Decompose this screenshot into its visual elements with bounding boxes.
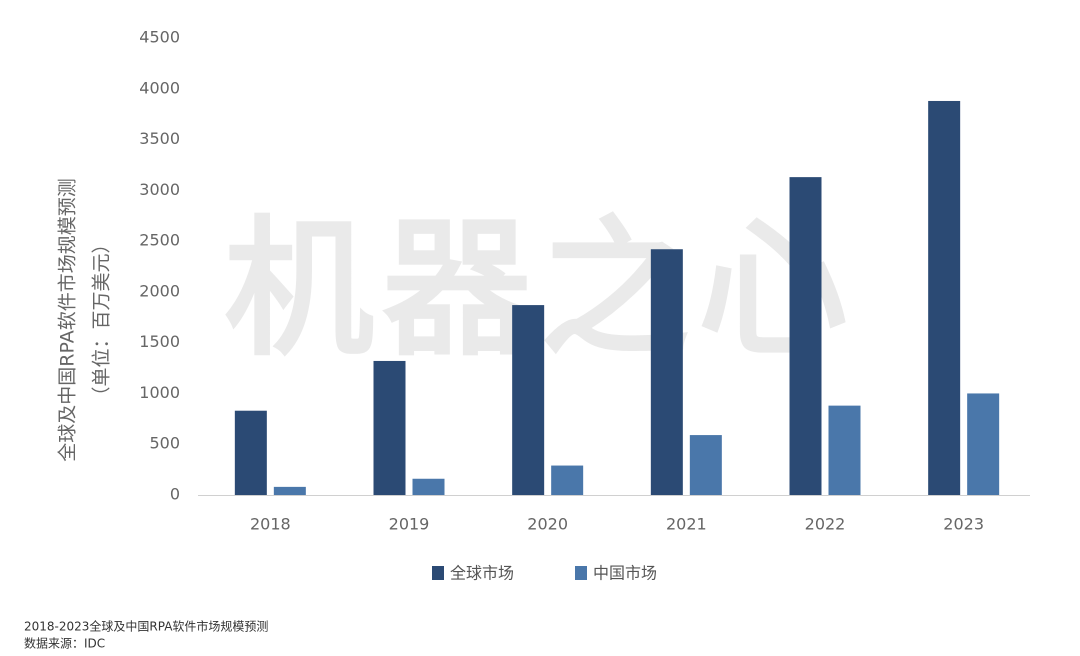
y-tick-label: 4500 bbox=[139, 28, 180, 47]
y-tick-label: 3500 bbox=[139, 129, 180, 148]
x-tick-label: 2020 bbox=[527, 515, 568, 534]
y-tick-label: 4000 bbox=[139, 78, 180, 97]
y-tick-label: 1500 bbox=[139, 332, 180, 351]
x-tick-label: 2022 bbox=[805, 515, 846, 534]
y-tick-label: 1000 bbox=[139, 383, 180, 402]
caption: 2018-2023全球及中国RPA软件市场规模预测 bbox=[24, 619, 268, 634]
bar bbox=[234, 410, 267, 495]
x-tick-label: 2018 bbox=[250, 515, 291, 534]
bar bbox=[789, 177, 822, 495]
source: 数据来源：IDC bbox=[24, 636, 105, 651]
bar bbox=[273, 486, 306, 495]
bar bbox=[828, 405, 861, 495]
bar bbox=[967, 393, 1000, 495]
x-tick-label: 2021 bbox=[666, 515, 707, 534]
y-tick-label: 0 bbox=[170, 485, 180, 504]
x-tick-label: 2019 bbox=[389, 515, 430, 534]
legend-swatch bbox=[575, 566, 587, 580]
bar bbox=[373, 360, 406, 495]
bar bbox=[551, 465, 584, 495]
y-tick-label: 500 bbox=[149, 434, 180, 453]
y-tick-label: 3000 bbox=[139, 180, 180, 199]
bar bbox=[928, 100, 961, 495]
y-axis-unit: （单位：百万美元） bbox=[91, 234, 113, 405]
y-tick-label: 2500 bbox=[139, 231, 180, 250]
legend-swatch bbox=[432, 566, 444, 580]
bar bbox=[512, 305, 545, 495]
y-tick-label: 2000 bbox=[139, 281, 180, 300]
bar bbox=[412, 478, 445, 495]
legend-label: 全球市场 bbox=[450, 564, 514, 583]
x-tick-label: 2023 bbox=[943, 515, 984, 534]
y-axis-title: 全球及中国RPA软件市场规模预测 bbox=[57, 178, 79, 461]
bar bbox=[650, 249, 683, 495]
legend-label: 中国市场 bbox=[593, 564, 657, 583]
bar bbox=[689, 435, 722, 495]
